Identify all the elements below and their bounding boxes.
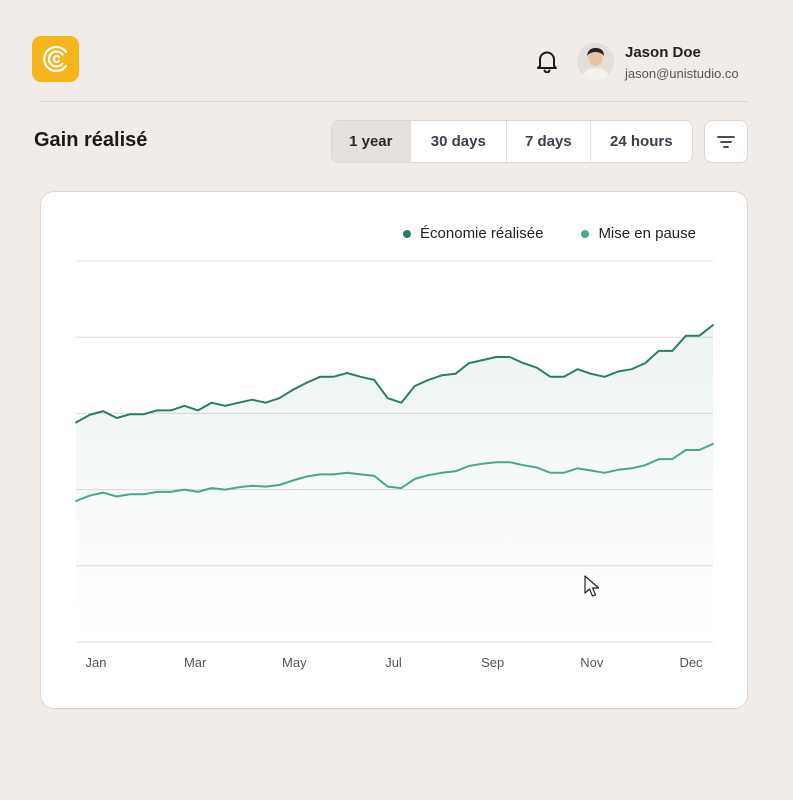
chart-legend: Économie réalisée Mise en pause [403, 225, 696, 242]
user-portrait-icon [577, 43, 614, 80]
user-email: jason@unistudio.co [625, 66, 739, 81]
x-tick-label: Jul [385, 655, 402, 670]
bell-icon [537, 51, 557, 73]
legend-item-pause[interactable]: Mise en pause [581, 225, 696, 242]
chart-card: Économie réalisée Mise en pause Jan Mar Ma… [40, 191, 748, 709]
x-tick-label: Sep [481, 655, 504, 670]
tab-1-year[interactable]: 1 year [332, 121, 411, 162]
user-name: Jason Doe [625, 44, 701, 61]
avatar[interactable] [577, 43, 614, 80]
app-logo[interactable] [32, 36, 79, 82]
page-title: Gain réalisé [34, 129, 148, 151]
mouse-cursor-icon [584, 575, 600, 597]
x-tick-label: Dec [679, 655, 703, 670]
concentric-c-logo-icon [42, 45, 67, 73]
notifications-button[interactable] [535, 48, 559, 74]
x-tick-label: May [282, 655, 307, 670]
series-line-2[interactable] [75, 442, 714, 502]
tab-30-days[interactable]: 30 days [410, 121, 508, 162]
legend-label-pause: Mise en pause [598, 225, 696, 242]
time-range-selector: 1 year 30 days 7 days 24 hours [331, 120, 693, 163]
filter-lines-icon [717, 135, 735, 148]
x-tick-label: Mar [184, 655, 207, 670]
filter-button[interactable] [704, 120, 748, 163]
x-tick-label: Jan [86, 655, 107, 670]
line-chart[interactable]: Jan Mar May Jul Sep Nov Dec [41, 192, 747, 708]
legend-item-economie[interactable]: Économie réalisée [403, 225, 543, 242]
legend-dot-economie [403, 229, 412, 238]
tab-7-days[interactable]: 7 days [507, 121, 591, 162]
legend-label-economie: Économie réalisée [420, 225, 544, 242]
x-tick-label: Nov [580, 655, 604, 670]
legend-dot-pause [581, 229, 590, 238]
header-divider [40, 101, 748, 102]
tab-24-hours[interactable]: 24 hours [590, 121, 692, 162]
series-line-1[interactable] [75, 324, 714, 424]
